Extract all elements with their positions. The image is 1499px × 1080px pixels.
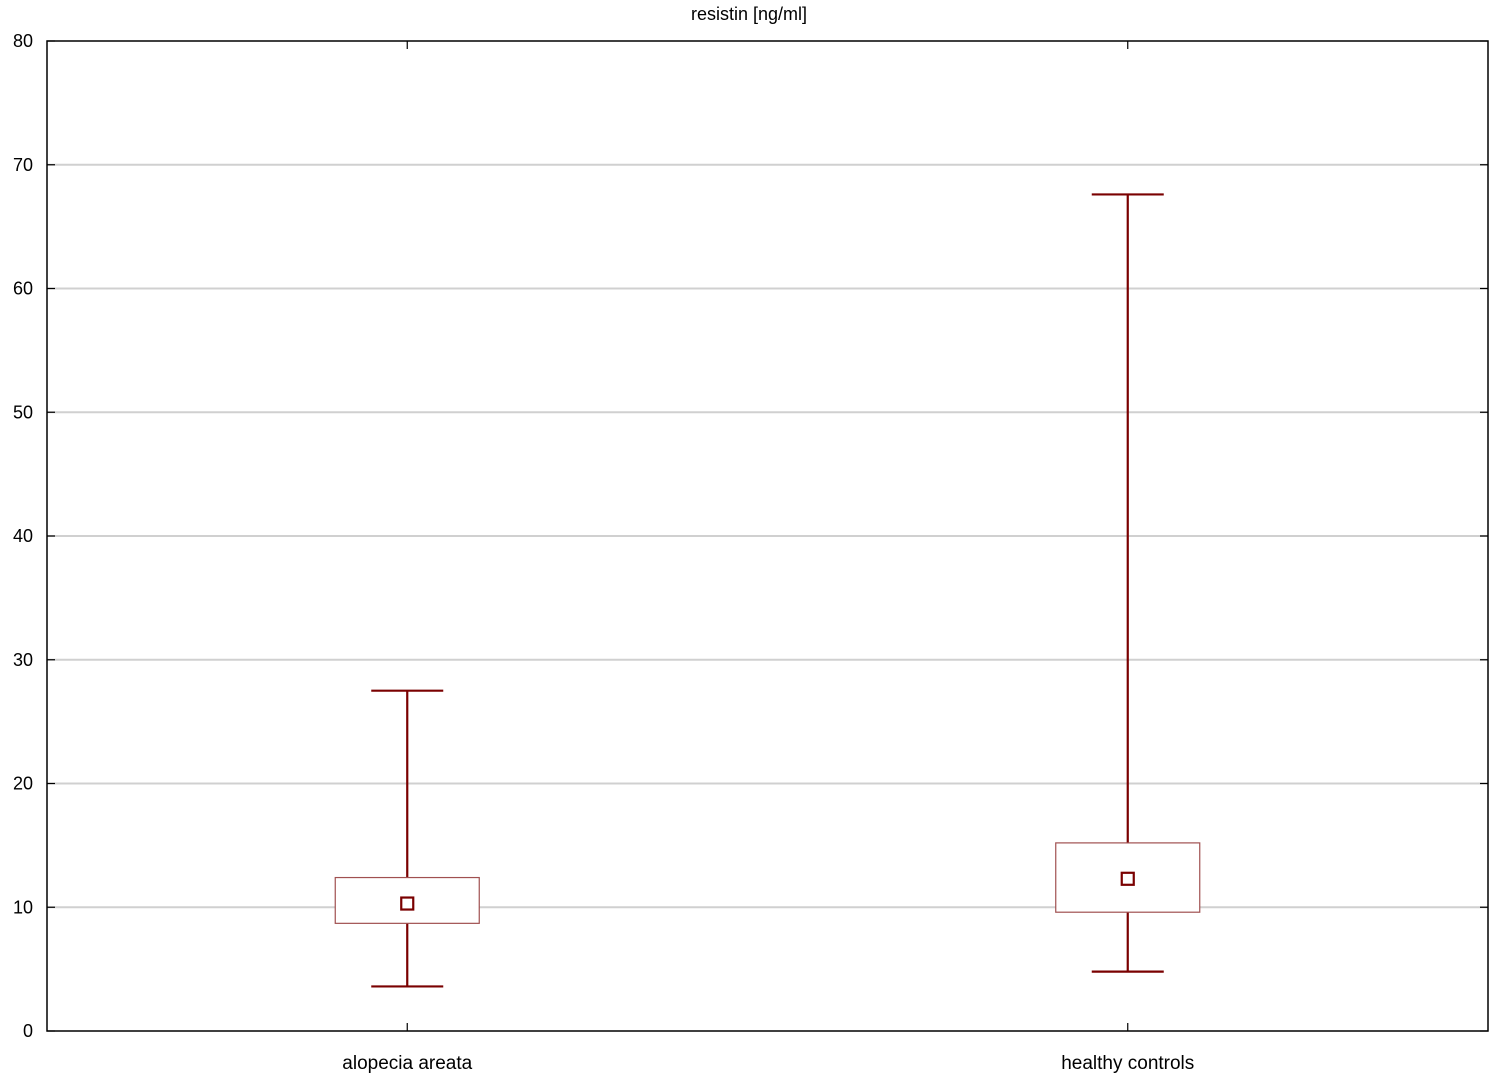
median-marker — [400, 896, 415, 911]
y-tick-label: 30 — [13, 650, 33, 670]
box-group — [1055, 193, 1201, 973]
y-tick-label: 40 — [13, 526, 33, 546]
y-tick-label: 0 — [23, 1021, 33, 1041]
plot-area — [334, 193, 1201, 988]
y-tick-label: 50 — [13, 402, 33, 422]
x-category-label: healthy controls — [1061, 1053, 1194, 1074]
y-tick-label: 10 — [13, 897, 33, 917]
axes: 0 10 20 30 40 50 60 70 80 alopecia areata healthy … — [13, 31, 1488, 1074]
grid-lines — [47, 163, 1488, 909]
chart-title: resistin [ng/ml] — [691, 4, 807, 24]
x-category-label: alopecia areata — [342, 1053, 472, 1074]
plot-frame — [46, 40, 1489, 1032]
y-tick-label: 60 — [13, 279, 33, 299]
box-group — [334, 689, 480, 988]
y-tick-label: 20 — [13, 774, 33, 794]
median-marker — [1120, 871, 1135, 886]
y-tick-label: 70 — [13, 155, 33, 175]
y-tick-label: 80 — [13, 31, 33, 51]
